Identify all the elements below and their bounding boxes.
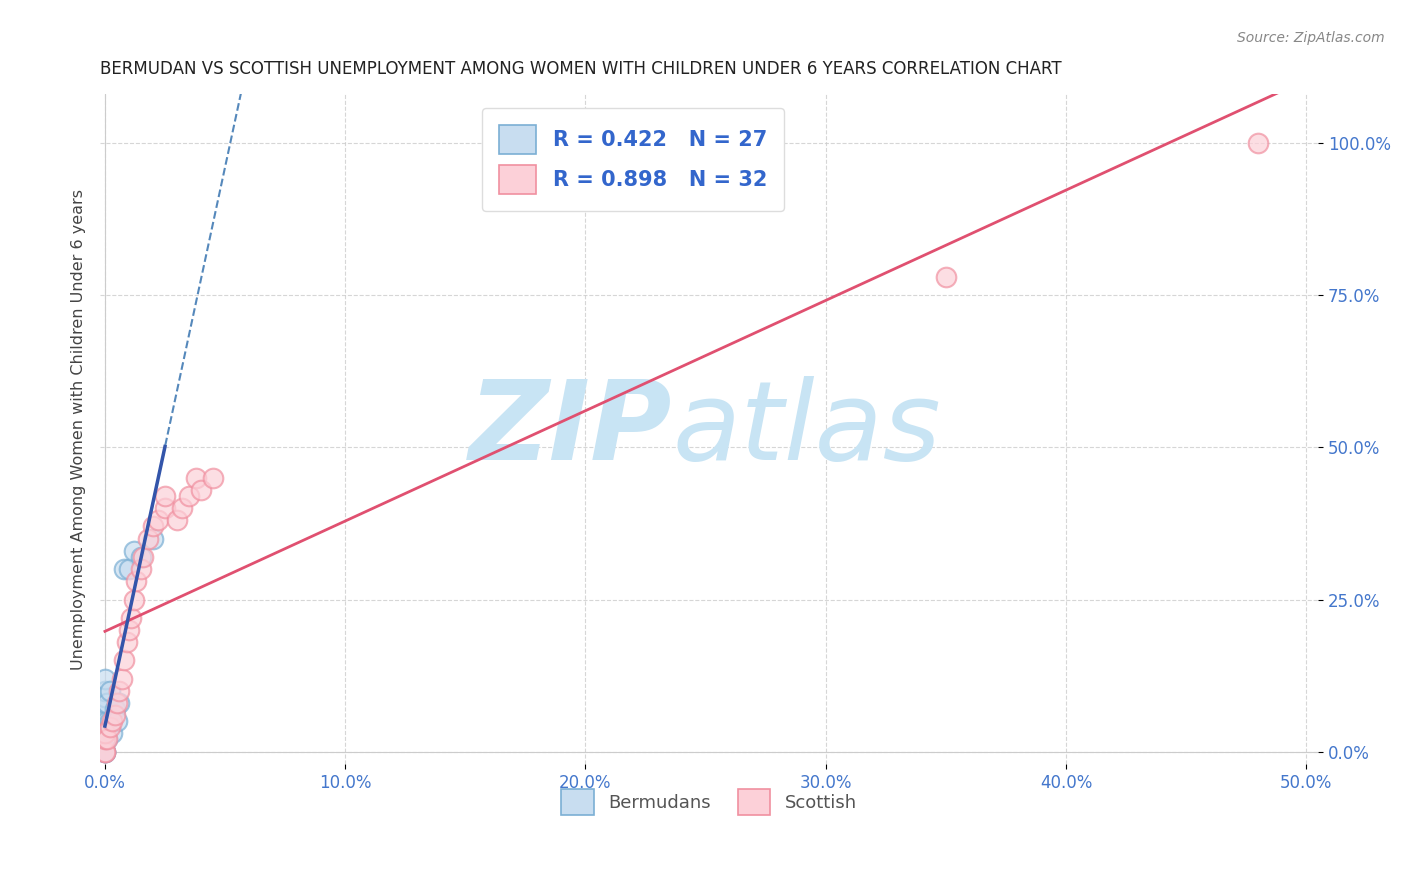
Point xyxy=(142,532,165,546)
Y-axis label: Unemployment Among Women with Children Under 6 years: Unemployment Among Women with Children U… xyxy=(72,188,86,670)
Point xyxy=(202,471,225,485)
Point xyxy=(177,489,200,503)
Point xyxy=(120,611,142,625)
Text: atlas: atlas xyxy=(672,376,941,483)
Text: ZIP: ZIP xyxy=(470,376,672,483)
Point xyxy=(935,270,957,285)
Point xyxy=(94,683,117,698)
Point xyxy=(96,732,118,747)
Point xyxy=(122,592,145,607)
Point xyxy=(94,732,117,747)
Point xyxy=(101,726,124,740)
Point xyxy=(153,501,176,516)
Point xyxy=(96,714,118,729)
Point xyxy=(108,683,131,698)
Point xyxy=(166,513,188,527)
Point xyxy=(101,714,124,729)
Point xyxy=(94,702,117,716)
Point xyxy=(94,745,117,759)
Point xyxy=(94,720,117,734)
Text: BERMUDAN VS SCOTTISH UNEMPLOYMENT AMONG WOMEN WITH CHILDREN UNDER 6 YEARS CORREL: BERMUDAN VS SCOTTISH UNEMPLOYMENT AMONG … xyxy=(100,60,1062,78)
Point xyxy=(125,574,148,589)
Point xyxy=(96,732,118,747)
Point xyxy=(94,714,117,729)
Point xyxy=(94,726,117,740)
Point xyxy=(94,690,117,704)
Point xyxy=(132,549,155,564)
Point xyxy=(190,483,212,497)
Point xyxy=(108,696,131,710)
Point xyxy=(94,745,117,759)
Point xyxy=(94,732,117,747)
Point xyxy=(142,519,165,533)
Point xyxy=(103,702,125,716)
Point xyxy=(94,745,117,759)
Point xyxy=(118,562,141,576)
Point xyxy=(94,708,117,723)
Point xyxy=(111,672,134,686)
Point xyxy=(112,562,135,576)
Point xyxy=(94,672,117,686)
Legend: Bermudans, Scottish: Bermudans, Scottish xyxy=(554,781,865,822)
Point xyxy=(96,696,118,710)
Point xyxy=(129,549,152,564)
Point xyxy=(103,708,125,723)
Point xyxy=(94,745,117,759)
Point xyxy=(94,726,117,740)
Point xyxy=(186,471,208,485)
Point xyxy=(122,544,145,558)
Point xyxy=(153,489,176,503)
Point xyxy=(98,720,121,734)
Point xyxy=(105,714,128,729)
Point xyxy=(112,653,135,667)
Point xyxy=(136,532,159,546)
Point xyxy=(146,513,169,527)
Point xyxy=(94,696,117,710)
Text: Source: ZipAtlas.com: Source: ZipAtlas.com xyxy=(1237,31,1385,45)
Point xyxy=(105,696,128,710)
Point xyxy=(98,714,121,729)
Point xyxy=(118,623,141,637)
Point xyxy=(98,683,121,698)
Point xyxy=(94,745,117,759)
Point xyxy=(1247,136,1270,150)
Point xyxy=(170,501,193,516)
Point xyxy=(115,635,138,649)
Point xyxy=(129,562,152,576)
